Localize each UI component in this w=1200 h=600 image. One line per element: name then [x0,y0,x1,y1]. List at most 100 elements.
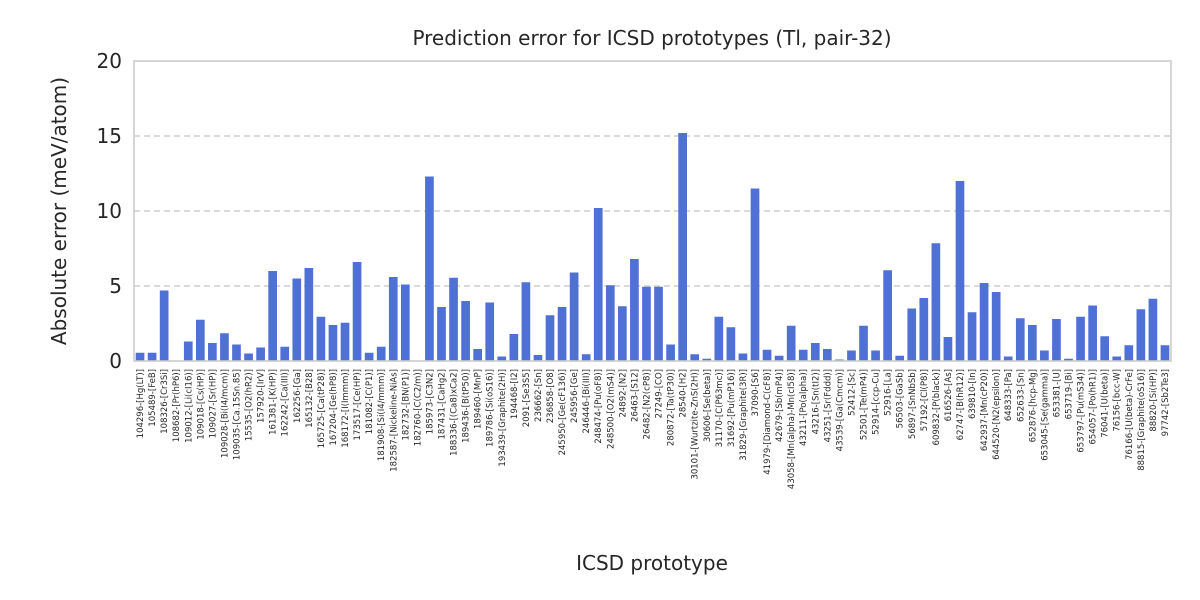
x-tick-label: 109012-[Li(cI16)] [184,369,194,443]
x-tick-label: 76166-[U(beta)-CrFe] [1125,369,1135,460]
y-tick-label: 0 [109,349,122,373]
x-tick-label: 15535-[O2(hR2)] [245,369,255,441]
bar [678,133,687,361]
x-tick-label: 43216-[Sn(tI2)] [811,369,821,434]
x-tick-label: 616526-[As] [944,369,954,421]
bar [895,355,905,361]
x-tick-label: 653045-[Se(gamma)] [1040,369,1050,461]
x-tick-label: 76041-[U(beta)] [1101,369,1111,438]
x-tick-label: 248474-[Pu(oF8)] [594,369,604,444]
x-tick-label: 62747-[B(hR12)] [956,369,966,440]
x-tick-label: 642937-[Mn(cP20)] [980,369,990,451]
x-tick-label: 246446-[Bi(III)] [582,369,592,434]
bar [304,268,314,361]
bar [232,344,241,361]
y-tick-label: 5 [109,274,122,298]
bar [521,282,531,361]
bar [907,308,917,361]
bar [1076,316,1085,361]
x-tick-label: 27249-[CO] [655,369,665,418]
bar [823,349,832,361]
x-tick-label: 644520-[N2(epsilon)] [992,369,1002,460]
x-tick-label: 56897-[SnNbSb] [908,369,918,439]
bar [750,188,760,361]
x-tick-label: 653719-[Bi] [1065,369,1075,419]
x-tick-label: 653381-[U] [1052,369,1062,417]
bar [195,319,205,361]
x-tick-label: 28540-[H2] [679,369,689,418]
bar [425,176,434,361]
x-tick-label: 173517-[Ce(HP)] [353,369,363,440]
bar [449,277,458,361]
bar [642,286,651,361]
x-tick-label: 168172-[I(Immm)] [341,369,351,448]
bar [376,346,386,361]
bar [400,284,410,361]
x-tick-label: 97742-[Sb2Te3] [1161,369,1171,436]
x-tick-label: 31170-[C(P63mc)] [715,369,725,447]
x-tick-label: 189460-[MnP] [474,369,484,429]
x-tick-label: 652876-[hcp-Mg] [1028,369,1038,442]
x-tick-label: 245956-[Ge] [570,369,580,423]
bar [630,259,639,361]
x-tick-label: 2091-[Se3S5] [522,369,532,427]
x-tick-label: 280872-[Ta(tP30)] [667,369,677,446]
x-tick-label: 157920-[IrV] [257,369,267,423]
y-tick-label: 10 [97,199,122,223]
x-tick-label: 43211-[Po(alpha)] [799,369,809,446]
x-tick-label: 43058-[Mn(alpha)-Mn(cI58)] [787,369,797,489]
bar [533,355,543,361]
bar [1040,350,1049,361]
bar [485,302,495,361]
x-tick-label: 52916-[La] [884,369,894,416]
x-tick-label: 188336-[(Ca8)xCa2] [450,369,460,456]
bar [919,298,929,361]
bar [569,272,579,361]
bar [292,278,302,361]
x-tick-label: 193439-[Graphite(2H)] [498,369,508,467]
x-tick-label: 41979-[Diamond-C(cF8)] [763,369,773,475]
bar [1027,325,1037,361]
x-tick-label: 165132-[B28] [305,369,315,428]
bar [943,337,953,361]
bar [618,306,627,361]
bar [1136,309,1146,361]
bar [1015,318,1025,361]
bar [147,352,157,361]
bar [437,307,446,361]
y-axis-label: Absolute error (meV/atom) [47,77,71,345]
bar [955,181,965,361]
x-tick-label: 189786-[Si(oS16)] [486,369,496,447]
bar [714,316,724,361]
bar [364,352,374,361]
x-axis-label: ICSD prototype [576,551,728,575]
bar [557,307,567,361]
x-tick-label: 165725-[Ca(tP28)] [317,369,327,448]
bar [726,327,736,361]
x-tick-label: 52412-[Sc] [847,369,857,416]
bar [208,343,217,361]
x-tick-label: 162242-[Ca(III)] [281,369,291,436]
bar [774,355,784,361]
x-tick-label: 182760-[C(C2/m)] [413,369,423,446]
x-tick-label: 161381-[K(HP)] [269,369,279,435]
bar [497,356,507,361]
x-axis-ticks: 104296-[Hg(LT)] 105489-[FeB] 108326-[Cr3Si… [136,369,1171,489]
x-tick-label: 109027-[Sr(HP)] [208,369,218,438]
bar [545,315,555,361]
x-tick-label: 30101-[Wurtzite-ZnS(2H)] [691,369,701,480]
x-tick-label: 76156-[bcc-W] [1113,369,1123,432]
x-tick-label: 52501-[Te(mP4)] [860,369,870,440]
bar [316,316,326,361]
x-tick-label: 108682-[Pr(hP6)] [172,369,182,442]
x-tick-label: 108326-[Cr3Si] [160,369,170,434]
x-tick-label: 88820-[Si(HP)] [1149,369,1159,432]
x-tick-label: 24892-[N2] [618,369,628,418]
bar [1003,356,1013,361]
bar [461,301,470,361]
x-tick-label: 31829-[Graphite(3R)] [739,369,749,461]
bar [931,243,941,361]
bar [786,325,796,361]
x-tick-label: 56503-[GaSb] [896,369,906,428]
plot-frame [133,60,1172,362]
